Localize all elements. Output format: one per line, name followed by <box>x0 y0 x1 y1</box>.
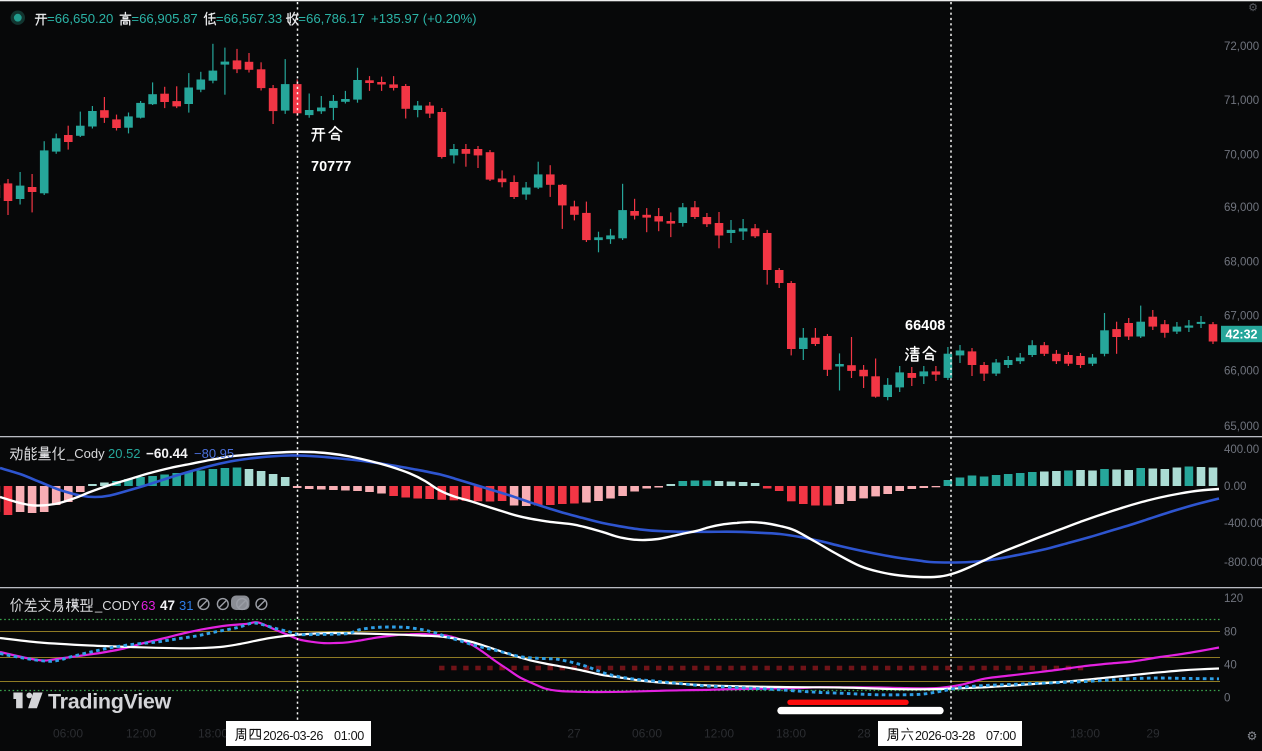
svg-text:20.52: 20.52 <box>108 446 141 461</box>
svg-text:66408: 66408 <box>905 318 945 334</box>
svg-text:_CODY: _CODY <box>94 598 140 613</box>
svg-text:12:00: 12:00 <box>126 727 156 741</box>
svg-text:+135.97 (+0.20%): +135.97 (+0.20%) <box>371 11 477 26</box>
svg-text:68,000: 68,000 <box>1224 257 1259 269</box>
svg-text:06:00: 06:00 <box>632 727 662 741</box>
svg-text:70,000: 70,000 <box>1224 150 1259 162</box>
svg-text:71,000: 71,000 <box>1224 95 1259 107</box>
svg-text:=66,905.87: =66,905.87 <box>131 11 197 26</box>
svg-text:06:00: 06:00 <box>53 727 83 741</box>
svg-text:-400.00: -400.00 <box>1224 518 1262 530</box>
svg-text:18:00: 18:00 <box>776 727 806 741</box>
svg-text:120: 120 <box>1224 593 1243 605</box>
svg-text:01:00: 01:00 <box>334 729 364 743</box>
svg-text:400.00: 400.00 <box>1224 444 1259 456</box>
svg-text:80: 80 <box>1224 627 1237 639</box>
svg-text:40: 40 <box>1224 660 1237 672</box>
svg-text:−80.95: −80.95 <box>194 446 234 461</box>
svg-text:65,000: 65,000 <box>1224 421 1259 433</box>
svg-text:_Cody: _Cody <box>66 446 105 461</box>
svg-text:2026-03-26: 2026-03-26 <box>263 729 323 743</box>
svg-text:18:00: 18:00 <box>198 727 228 741</box>
svg-text:29: 29 <box>1146 727 1160 741</box>
svg-text:18:00: 18:00 <box>1070 727 1100 741</box>
svg-text:72,000: 72,000 <box>1224 41 1259 53</box>
svg-text:⚙: ⚙ <box>1247 729 1258 743</box>
svg-text:07:00: 07:00 <box>986 729 1016 743</box>
svg-text:−60.44: −60.44 <box>146 446 188 461</box>
svg-text:27: 27 <box>567 727 581 741</box>
svg-text:-800.00: -800.00 <box>1224 557 1262 569</box>
svg-text:70777: 70777 <box>311 159 351 175</box>
svg-text:66,000: 66,000 <box>1224 366 1259 378</box>
svg-text:0: 0 <box>1224 693 1230 705</box>
svg-text:⚙: ⚙ <box>1248 2 1258 14</box>
svg-text:69,000: 69,000 <box>1224 202 1259 214</box>
svg-text:2026-03-28: 2026-03-28 <box>915 729 975 743</box>
svg-text:31: 31 <box>179 598 193 613</box>
svg-text:=66,650.20: =66,650.20 <box>47 11 113 26</box>
svg-text:=66,786.17: =66,786.17 <box>298 11 364 26</box>
svg-text:28: 28 <box>857 727 871 741</box>
svg-text:=66,567.33: =66,567.33 <box>216 11 282 26</box>
svg-text:12:00: 12:00 <box>704 727 734 741</box>
svg-text:TradingView: TradingView <box>48 690 172 714</box>
svg-text:0.00: 0.00 <box>1224 481 1246 493</box>
svg-text:67,000: 67,000 <box>1224 310 1259 322</box>
svg-text:63: 63 <box>141 598 155 613</box>
svg-text:47: 47 <box>160 598 175 613</box>
svg-text:42:32: 42:32 <box>1226 328 1258 342</box>
